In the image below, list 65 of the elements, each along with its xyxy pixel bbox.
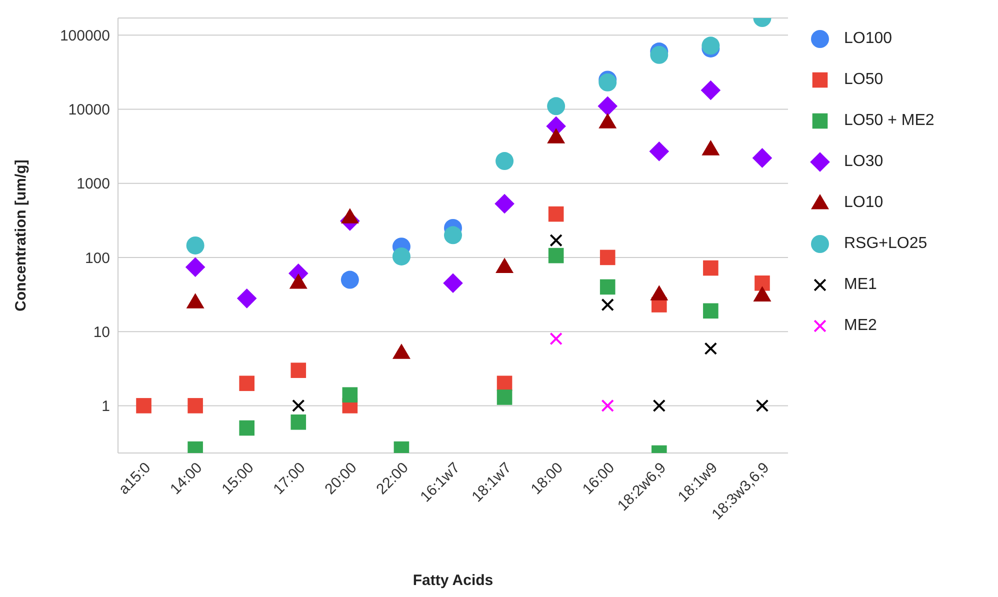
y-axis-title: Concentration [um/g] [12,160,30,312]
point [550,234,562,247]
point [548,248,564,264]
point [650,285,668,300]
point [342,387,358,403]
point [443,273,463,294]
point [392,344,410,359]
point [601,399,614,412]
point [290,414,306,430]
point [703,303,718,319]
point [236,288,257,308]
legend-label: RSG+LO25 [844,234,928,252]
y-tick-label: 10 [93,324,110,341]
legend-label: ME2 [844,316,877,334]
point [702,140,720,156]
y-tick-label: 1000 [76,176,110,193]
point [547,97,566,116]
point [289,273,308,289]
point [600,250,616,266]
point [340,208,359,224]
point [392,247,410,266]
legend-label: LO10 [844,194,884,212]
point [444,226,462,244]
legend-label: LO30 [844,152,884,170]
x-axis-title: Fatty Acids [412,572,494,589]
point [753,286,772,302]
point [650,46,668,64]
point [652,399,666,412]
point [239,420,254,436]
point [649,141,670,162]
point [496,390,512,405]
point [598,113,617,128]
point [290,362,306,378]
point [496,258,514,274]
point [547,128,566,144]
point [703,260,718,276]
point [550,332,562,346]
point [186,293,204,308]
legend-label: LO50 [844,70,884,88]
legend-label: LO50 + ME2 [844,112,934,130]
y-tick-label: 100000 [60,27,110,44]
point [704,342,718,355]
point [700,80,721,100]
point [239,376,254,392]
point [185,257,206,278]
point [496,152,514,170]
y-tick-label: 1 [102,398,110,416]
point [752,148,772,168]
point [601,298,614,312]
y-tick-label: 10000 [68,102,110,119]
point [496,376,512,392]
point [598,96,618,116]
point [600,279,616,295]
point [136,398,152,414]
legend-label: ME1 [844,276,877,294]
point [186,236,204,254]
legend-label: LO100 [844,30,892,48]
y-tick-label: 100 [84,250,110,267]
point [754,276,770,291]
point [188,398,203,414]
point [548,206,564,222]
point [340,270,359,289]
point [292,399,305,412]
point [494,194,514,214]
point [756,399,769,412]
